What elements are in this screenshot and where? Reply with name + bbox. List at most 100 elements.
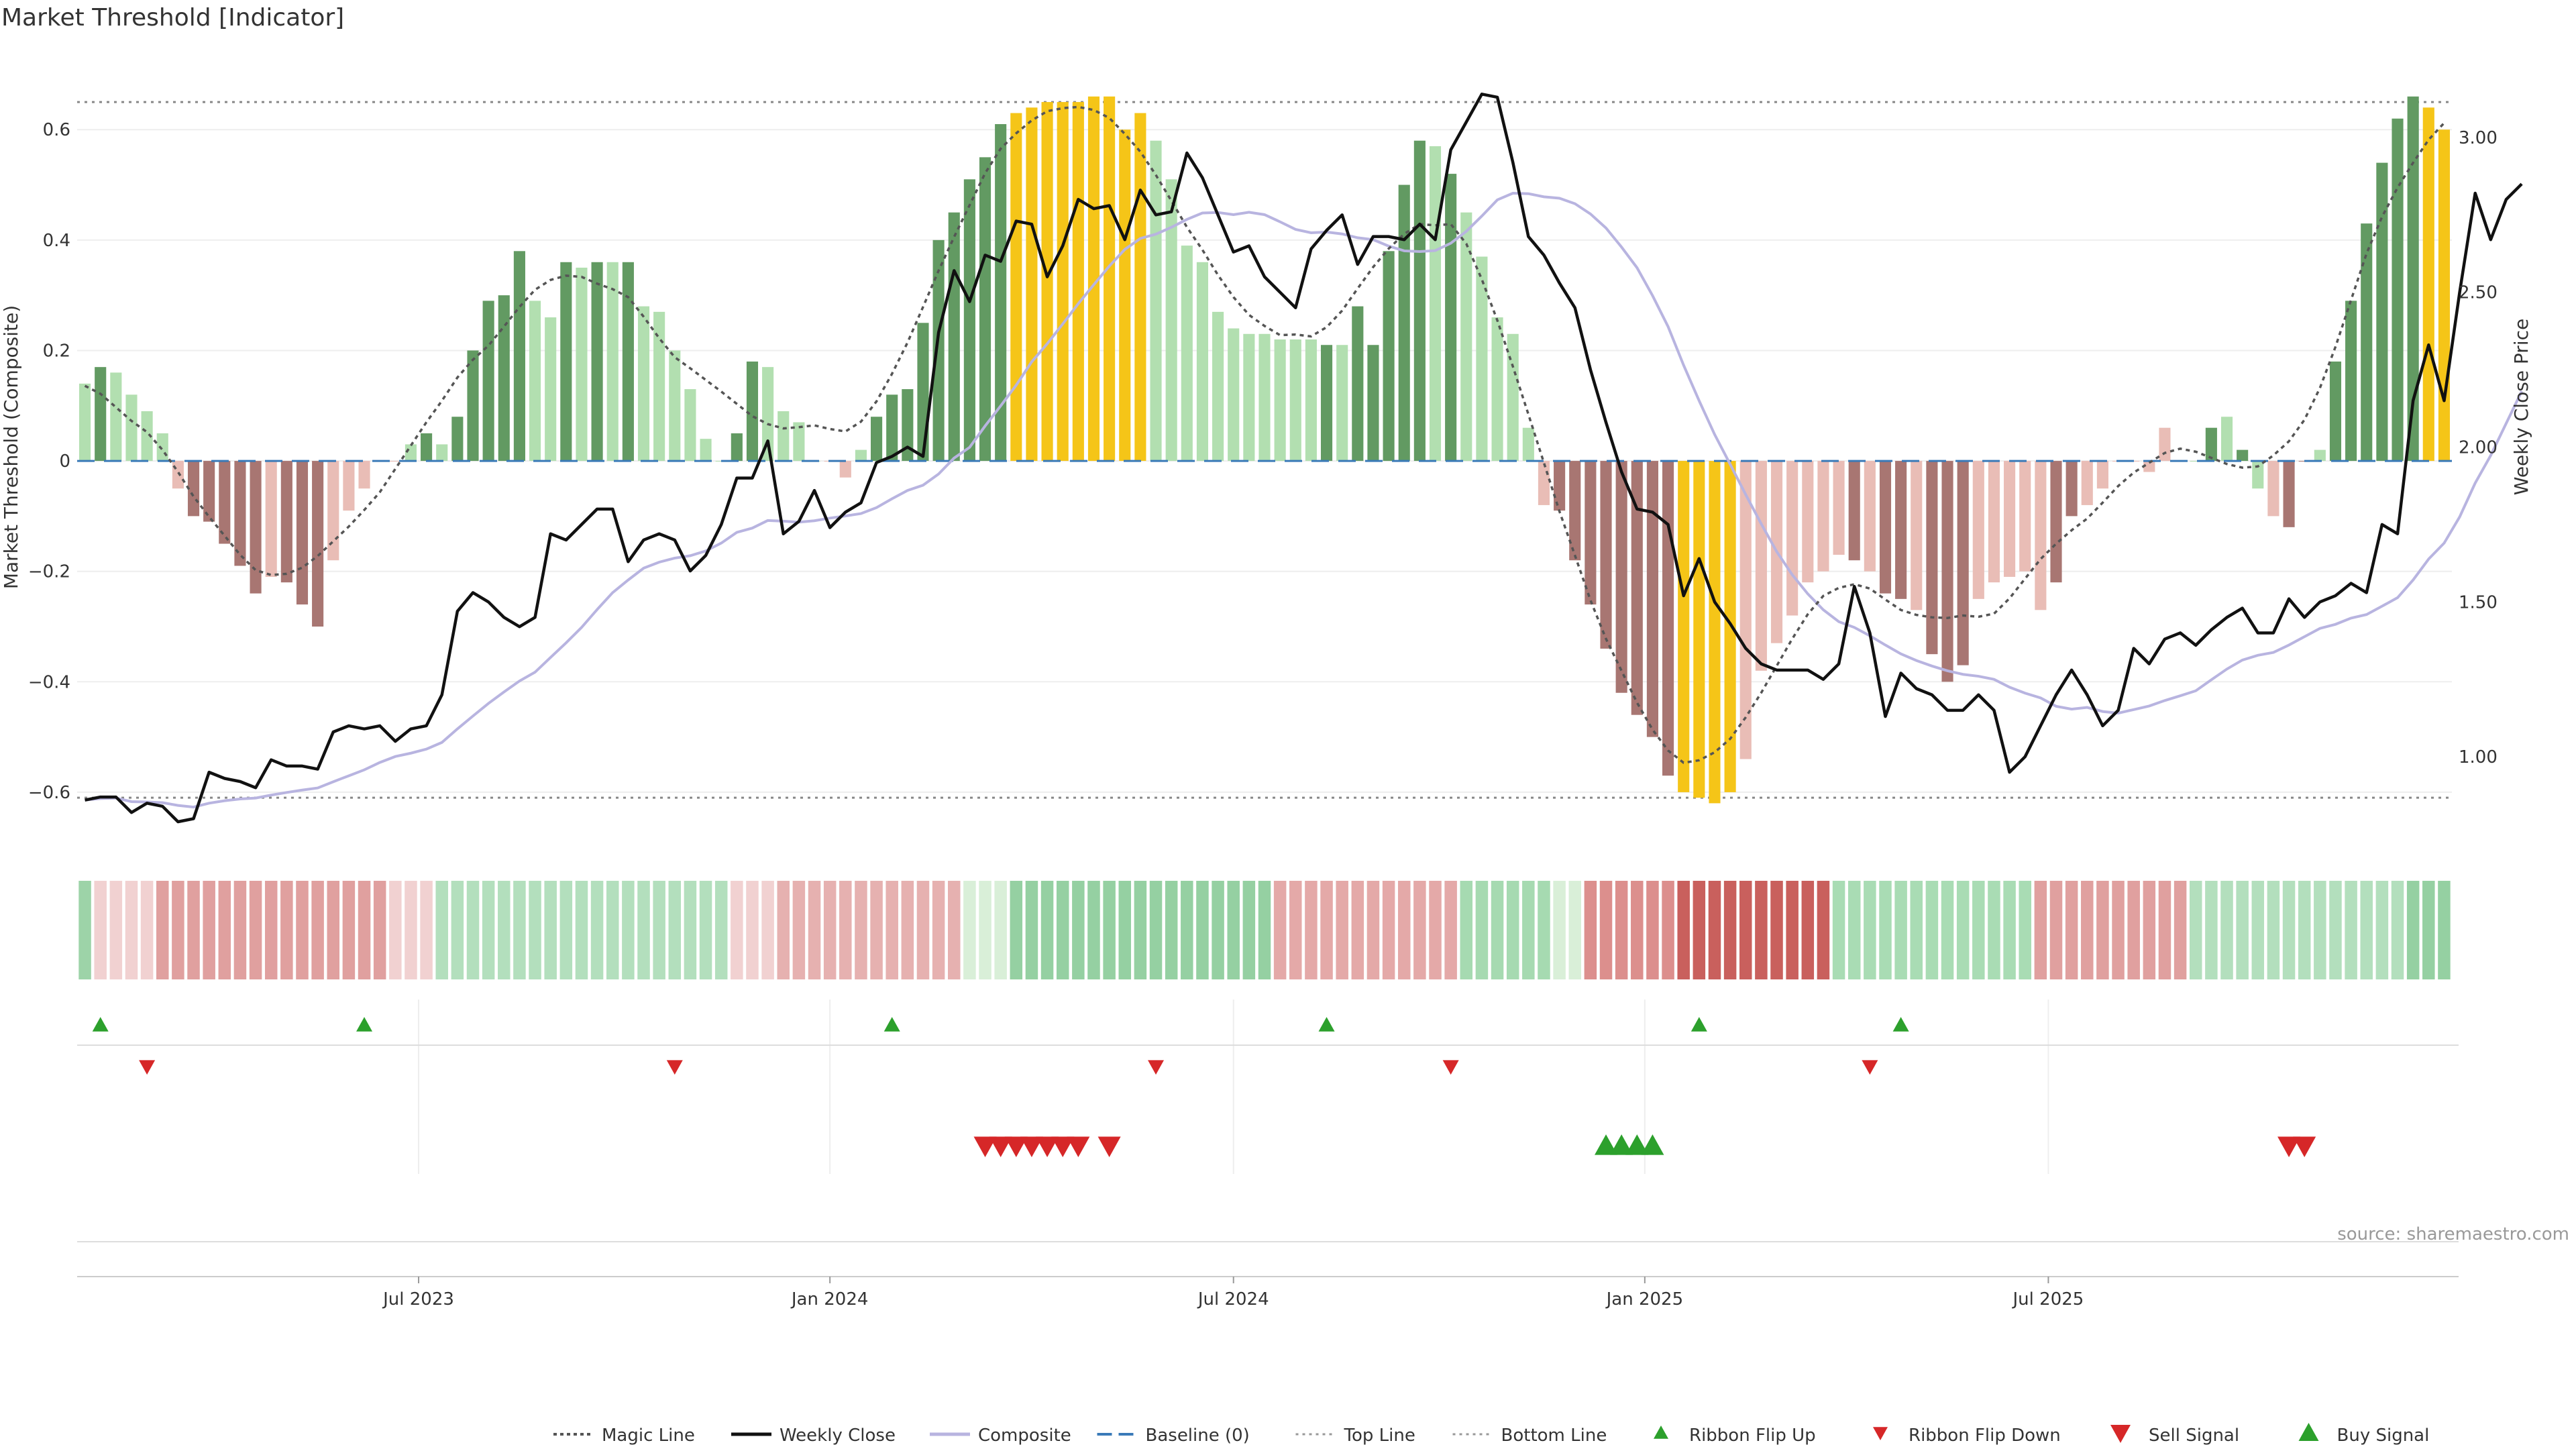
ribbon-cell [2112,881,2125,979]
composite-bar [622,262,634,462]
ribbon-cell [513,881,526,979]
ribbon-cell [125,881,138,979]
ribbon-cell [1631,881,1644,979]
ribbon-cell [2189,881,2202,979]
legend-item: Magic Line [553,1426,695,1446]
composite-bar [1026,107,1038,462]
legend-item: Composite [930,1426,1071,1446]
ribbon-cell [2127,881,2140,979]
ribbon-cell [78,881,91,979]
composite-bar [591,262,603,462]
ribbon-cell [1723,881,1737,979]
sell-signal-marker [2277,1136,2301,1157]
ribbon-cell [1212,881,1224,979]
ribbon-cell [714,881,728,979]
ribbon-cell [389,881,402,979]
composite-bar [2035,461,2047,610]
composite-bar [2392,118,2404,462]
ribbon-cell [2220,881,2233,979]
composite-bar [2019,461,2031,572]
composite-bar [1957,461,1969,665]
composite-bar [2096,461,2108,489]
ribbon-cell [1336,881,1348,979]
composite-bar [2065,461,2078,517]
ribbon-cell [466,881,480,979]
ribbon-cell [529,881,541,979]
ribbon-cell [264,881,278,979]
composite-bar [1926,461,1938,655]
ribbon-cell [1258,881,1271,979]
ribbon-cell [405,881,417,979]
composite-bar [405,444,417,462]
ribbon-cell [1522,881,1535,979]
legend-item: Top Line [1295,1426,1415,1446]
composite-bar [1476,256,1488,462]
signal-markers [77,1017,2459,1242]
composite-bar [482,301,494,462]
composite-bar [1104,96,1116,462]
y-left-tick-label: 0.4 [43,231,70,251]
ribbon-cell [1677,881,1690,979]
composite-bar [1041,102,1053,462]
composite-bar [731,433,743,462]
ribbon-cell [1429,881,1442,979]
legend-label: Baseline (0) [1146,1426,1250,1446]
y-left-tick-label: −0.2 [28,562,70,582]
weekly-close-line [85,93,2523,824]
composite-bar [1646,461,1658,737]
ribbon-cell [1320,881,1333,979]
ribbon-cell [1460,881,1473,979]
ribbon-cell [1242,881,1256,979]
composite-bar [95,367,107,462]
legend-swatch [1873,1427,1888,1440]
ribbon-cell [1615,881,1628,979]
legend-label: Buy Signal [2337,1426,2430,1446]
composite-bar [1057,102,1069,462]
composite-bar [2329,361,2342,462]
ribbon-cell [140,881,154,979]
composite-bar [1305,339,1317,462]
composite-bar [1243,333,1255,462]
ribbon-cell [2081,881,2094,979]
legend-label: Ribbon Flip Up [1689,1426,1816,1446]
composite-bar [219,461,231,544]
composite-bar [1320,345,1333,462]
ribbon-cell [249,881,262,979]
composite-bar [2205,427,2217,462]
ribbon-cell [575,881,588,979]
ribbon-cell [2096,881,2109,979]
composite-bar [917,323,929,462]
buy-signal-marker [1641,1134,1664,1155]
ribbon-cell [792,881,806,979]
sell-signal-marker [1067,1136,1090,1157]
composite-bar [203,461,215,522]
legend-swatch [1654,1426,1668,1439]
ribbon-cell [1491,881,1504,979]
ribbon-cell [2158,881,2171,979]
legend-item: Buy Signal [2298,1423,2430,1446]
ribbon-cell [1910,881,1923,979]
ribbon-cell [1103,881,1116,979]
source-note: source: sharemaestro.com [2337,1224,2569,1244]
composite-bar [1491,317,1503,462]
sell-signal-marker [1097,1136,1121,1157]
ribbon-cell [1988,881,2000,979]
composite-bar [2314,449,2326,462]
legend-item: Ribbon Flip Down [1873,1426,2061,1446]
composite-bar [1212,311,1224,462]
ribbon-cell [544,881,557,979]
composite-bar [498,295,510,462]
composite-bar [2004,461,2016,577]
composite-bar [1258,333,1271,462]
ribbon-cell [358,881,371,979]
composite-bar [1352,306,1364,462]
ribbon-cell [2422,881,2435,979]
composite-bar [2081,461,2093,505]
composite-bar [793,422,805,462]
composite-bar [1538,461,1550,505]
ribbon-cell [963,881,976,979]
ribbon-cell [342,881,356,979]
composite-bar [1507,333,1519,462]
composite-bar [296,461,309,605]
composite-bar [948,212,960,462]
